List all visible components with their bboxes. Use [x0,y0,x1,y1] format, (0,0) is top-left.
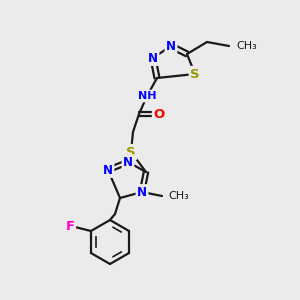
Text: N: N [148,52,158,64]
Text: S: S [126,146,136,158]
Text: CH₃: CH₃ [168,191,189,201]
Text: CH₃: CH₃ [236,41,257,51]
Text: O: O [153,107,165,121]
Text: NH: NH [138,91,156,101]
Text: N: N [123,155,133,169]
Text: N: N [166,40,176,52]
Text: S: S [190,68,200,80]
Text: N: N [103,164,113,176]
Text: F: F [65,220,74,233]
Text: N: N [137,185,147,199]
